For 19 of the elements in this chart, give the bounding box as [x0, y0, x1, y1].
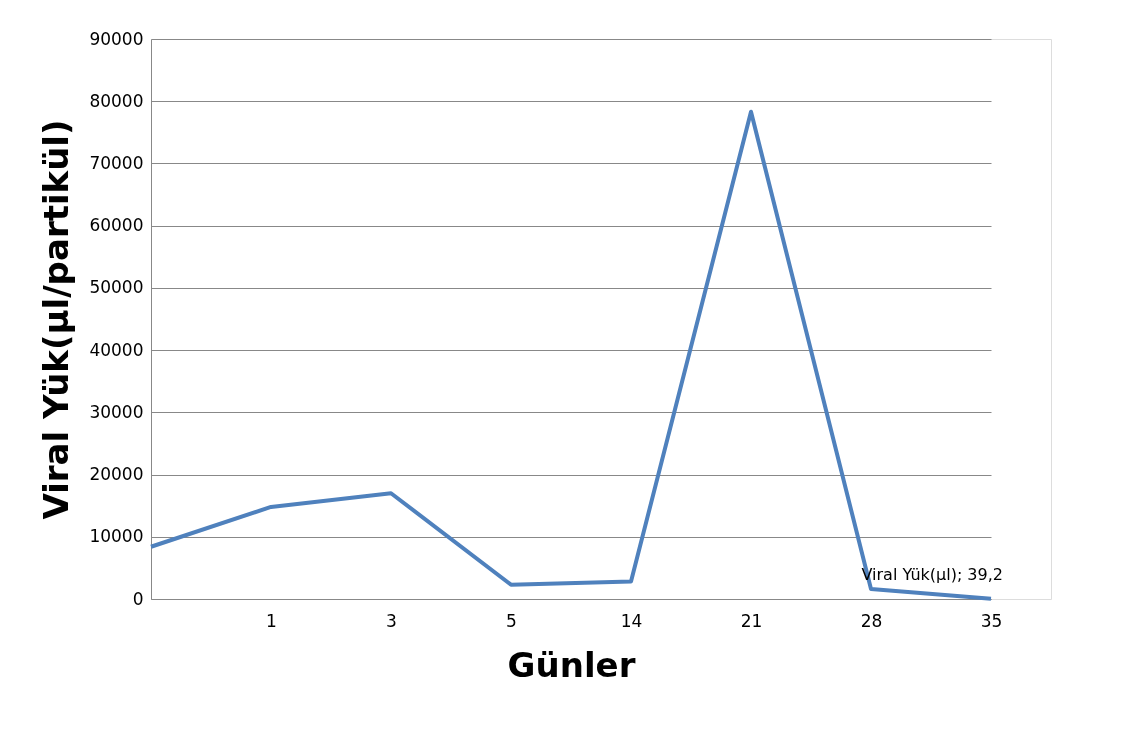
y-tick-label: 0	[132, 588, 144, 609]
y-tick-label: 20000	[89, 464, 144, 485]
x-tick-label: 5	[506, 610, 517, 631]
x-tick-label: 21	[740, 610, 763, 631]
y-tick-label: 50000	[89, 277, 144, 298]
x-axis-title: Günler	[507, 644, 636, 685]
x-tick-label: 3	[386, 610, 397, 631]
y-tick-label: 30000	[89, 401, 144, 422]
y-tick-label: 90000	[89, 28, 144, 49]
x-tick-label: 35	[980, 610, 1003, 631]
x-tick-label: 14	[620, 610, 643, 631]
y-tick-label: 60000	[89, 215, 144, 236]
y-tick-label: 80000	[89, 90, 144, 111]
y-tick-label: 70000	[89, 152, 144, 173]
x-tick-label: 28	[860, 610, 883, 631]
y-tick-label: 40000	[89, 339, 144, 360]
y-tick-label: 10000	[89, 526, 144, 547]
x-tick-label: 1	[266, 610, 277, 631]
y-axis-title: Viral Yük(µl/partikül)	[36, 119, 77, 520]
